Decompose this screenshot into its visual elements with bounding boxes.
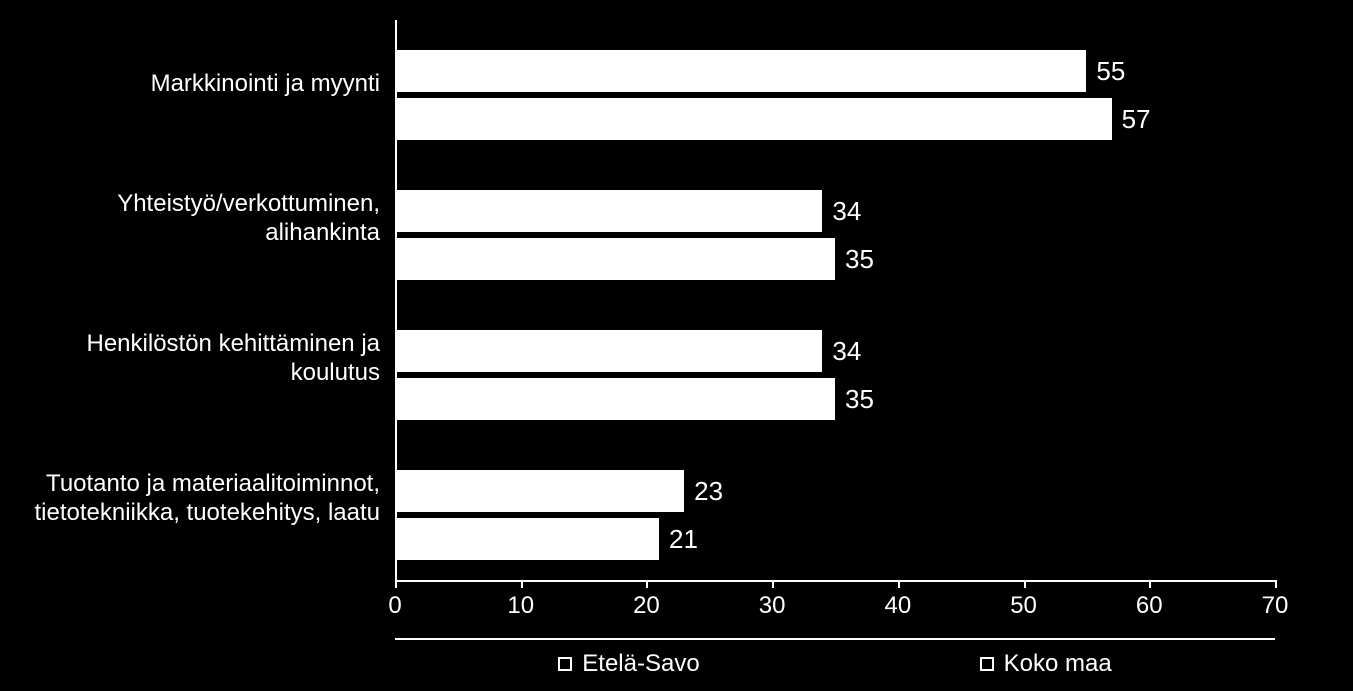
x-tick (1275, 580, 1277, 588)
legend-item-koko-maa: Koko maa (980, 650, 1112, 678)
bar-etela-savo-1 (395, 190, 822, 232)
x-tick (772, 580, 774, 588)
category-label-2: Henkilöstön kehittäminen ja koulutus (0, 330, 380, 388)
bar-value-etela-savo-2: 34 (832, 336, 861, 367)
legend-marker-icon (558, 657, 572, 671)
bar-koko-maa-3 (395, 518, 659, 560)
legend: Etelä-Savo Koko maa (395, 638, 1275, 678)
bar-etela-savo-0 (395, 50, 1086, 92)
legend-label-koko-maa: Koko maa (1004, 650, 1112, 678)
legend-label-etela-savo: Etelä-Savo (582, 650, 699, 678)
x-tick (395, 580, 397, 588)
x-tick (898, 580, 900, 588)
category-label-3: Tuotanto ja materiaalitoiminnot, tietote… (0, 470, 380, 528)
x-tick-label-40: 40 (884, 592, 911, 620)
x-tick-label-0: 0 (388, 592, 401, 620)
bar-koko-maa-2 (395, 378, 835, 420)
bar-value-koko-maa-0: 57 (1122, 104, 1151, 135)
bar-etela-savo-3 (395, 470, 684, 512)
bar-value-koko-maa-2: 35 (845, 384, 874, 415)
x-tick (521, 580, 523, 588)
x-tick-label-20: 20 (633, 592, 660, 620)
category-label-0: Markkinointi ja myynti (0, 70, 380, 99)
x-tick-label-10: 10 (507, 592, 534, 620)
legend-marker-icon (980, 657, 994, 671)
chart-container: Markkinointi ja myynti Yhteistyö/verkott… (0, 0, 1353, 691)
bar-value-koko-maa-3: 21 (669, 524, 698, 555)
bar-etela-savo-2 (395, 330, 822, 372)
category-label-1: Yhteistyö/verkottuminen, alihankinta (0, 190, 380, 248)
x-tick-label-30: 30 (759, 592, 786, 620)
bar-value-etela-savo-1: 34 (832, 196, 861, 227)
x-tick-label-50: 50 (1010, 592, 1037, 620)
bar-value-etela-savo-0: 55 (1096, 56, 1125, 87)
x-axis-line (395, 580, 1275, 582)
x-tick (646, 580, 648, 588)
plot-area: 55 57 34 35 34 35 23 21 (395, 20, 1275, 580)
legend-item-etela-savo: Etelä-Savo (558, 650, 699, 678)
bar-value-etela-savo-3: 23 (694, 476, 723, 507)
x-tick (1149, 580, 1151, 588)
x-tick-label-60: 60 (1136, 592, 1163, 620)
x-tick-label-70: 70 (1262, 592, 1289, 620)
bar-koko-maa-1 (395, 238, 835, 280)
bar-value-koko-maa-1: 35 (845, 244, 874, 275)
bar-koko-maa-0 (395, 98, 1112, 140)
x-tick (1024, 580, 1026, 588)
